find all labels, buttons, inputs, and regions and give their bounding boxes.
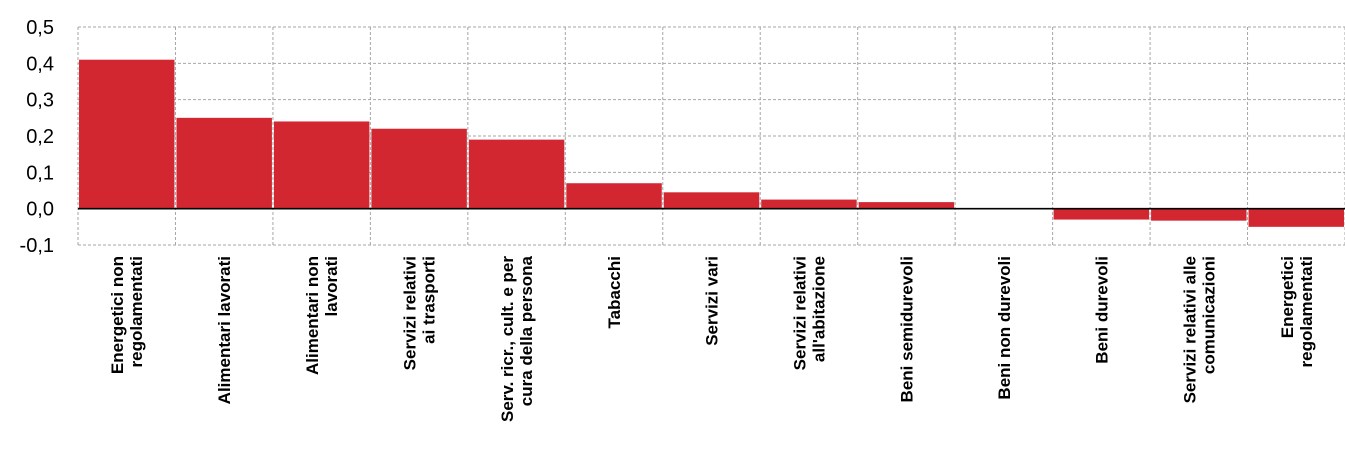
x-tick-label-line: ai trasporti [420, 256, 439, 344]
y-tick-label: 0,5 [26, 17, 54, 39]
x-tick-label-line: Beni non durevoli [995, 256, 1014, 400]
x-tick-label-line: Alimentari lavorati [215, 256, 234, 404]
x-tick-label: Beni non durevoli [995, 256, 1014, 400]
x-tick-label-line: lavorati [322, 256, 341, 316]
x-tick-label-line: Tabacchi [605, 256, 624, 328]
x-tick-label-line: Servizi relativi alle [1180, 256, 1199, 403]
x-tick-label: Servizi relativi ai trasporti [401, 256, 439, 370]
x-tick-label-line: all'abitazione [809, 256, 828, 362]
x-tick-label: Servizi relativi all'abitazione [790, 256, 828, 370]
x-tick-label-line: comunicazioni [1199, 256, 1218, 374]
x-tick-label-line: Servizi relativi [401, 256, 420, 370]
x-tick-label: Serv. ricr., cult. e per cura della perso… [498, 255, 536, 422]
x-tick-label-line: Beni durevoli [1092, 256, 1111, 364]
bar [761, 199, 857, 209]
x-tick-label-line: Serv. ricr., cult. e per [498, 256, 517, 422]
bar [1053, 208, 1150, 220]
bar [273, 121, 370, 209]
x-tick-label-line: regolamentati [1297, 256, 1316, 367]
x-tick-label-line: Beni semidurevoli [897, 256, 916, 402]
x-tick-label: Alimentari lavorati [215, 256, 234, 404]
x-tick-label-line: Servizi relativi [790, 256, 809, 370]
x-tick-label: Alimentari non lavorati [303, 256, 341, 375]
bar [858, 202, 955, 209]
x-tick-label-line: Alimentari non [303, 256, 322, 375]
x-tick-label: Servizi vari [703, 256, 722, 346]
y-tick-label: 0,2 [26, 126, 54, 148]
x-tick-label-line: Energetici [1278, 256, 1297, 338]
bar [663, 192, 760, 209]
x-tick-label: Beni durevoli [1092, 256, 1111, 364]
x-tick-label: Energetici regolamentati [1278, 256, 1316, 367]
y-tick-label: 0,3 [26, 90, 54, 112]
bar [1248, 208, 1344, 227]
bar [566, 183, 662, 209]
y-tick-label: 0,0 [26, 199, 54, 221]
x-tick-label-line: regolamentati [127, 256, 146, 367]
x-tick-label: Tabacchi [605, 256, 624, 328]
x-tick-label-line: Energetici non [108, 256, 127, 374]
y-axis-ticks: 0,5 0,4 0,3 0,2 0,1 0,0 -0,1 [20, 17, 54, 257]
bars [79, 59, 1344, 227]
y-tick-label: 0,1 [26, 162, 54, 184]
x-tick-label-line: cura della persona [517, 255, 536, 406]
bar [468, 139, 565, 209]
y-tick-label: 0,4 [26, 53, 54, 75]
x-tick-label-line: Servizi vari [703, 256, 722, 346]
x-tick-label: Energetici non regolamentati [108, 256, 146, 374]
x-tick-label: Servizi relativi alle comunicazioni [1180, 256, 1218, 403]
x-tick-label: Beni semidurevoli [897, 256, 916, 402]
y-tick-label: -0,1 [20, 235, 54, 257]
bar [79, 59, 175, 209]
bar [1151, 208, 1247, 221]
bar [371, 128, 467, 209]
x-axis-labels: Energetici non regolamentati Alimentari la… [108, 255, 1316, 422]
bar [176, 117, 272, 209]
